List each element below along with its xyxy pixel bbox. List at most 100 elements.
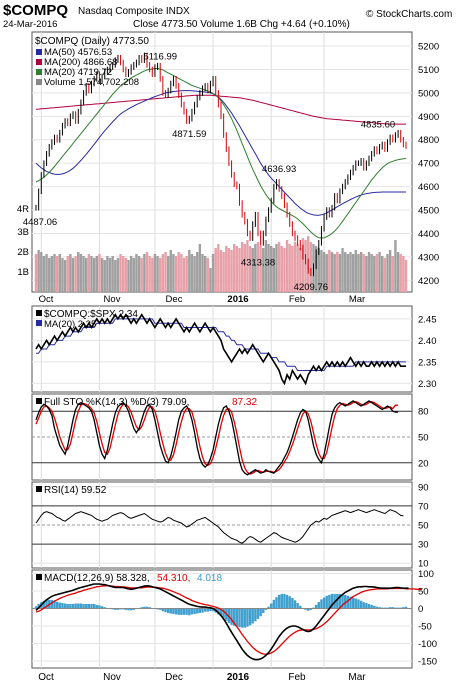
macd-histogram-bar	[307, 608, 310, 611]
macd-histogram-bar	[346, 595, 350, 609]
macd-histogram-bar	[169, 608, 172, 614]
macd-histogram-bar	[267, 606, 270, 609]
macd-histogram-bar	[180, 608, 183, 615]
volume-bar	[365, 256, 368, 292]
macd-histogram-bar	[259, 608, 262, 617]
volume-bar	[317, 248, 320, 292]
volume-bar	[233, 244, 236, 292]
macd-histogram-bar	[391, 607, 394, 609]
macd-histogram-bar	[243, 608, 246, 628]
volume-bar	[296, 244, 299, 292]
macd-histogram-bar	[235, 608, 239, 627]
macd-signal-value: 54.310,	[157, 573, 190, 584]
volume-bar	[367, 252, 371, 292]
volume-bar	[124, 258, 128, 292]
volume-bar	[272, 248, 276, 292]
volume-bar	[45, 254, 48, 292]
macd-histogram-bar	[351, 597, 355, 609]
macd-histogram-bar	[388, 607, 392, 609]
price-y-tick-label: 4700	[418, 159, 439, 170]
volume-bar	[37, 250, 40, 292]
volume-bar	[288, 244, 291, 292]
volume-bar	[301, 238, 305, 292]
price-panel-title: $COMPQ (Daily) 4773.50	[35, 36, 149, 47]
macd-histogram-bar	[222, 608, 225, 619]
price-annotation: 5116.99	[143, 51, 177, 62]
volume-bar	[169, 250, 172, 292]
macd-histogram-bar	[230, 608, 233, 625]
volume-bar	[66, 256, 69, 292]
macd-histogram-bar	[206, 608, 209, 612]
volume-bar	[177, 252, 180, 292]
price-y-tick-label: 4900	[418, 112, 439, 123]
volume-bar	[172, 254, 175, 292]
macd-histogram-bar	[90, 603, 93, 609]
macd-histogram-bar	[129, 608, 133, 611]
macd-histogram-bar	[42, 600, 46, 609]
macd-hist-value: 4.018	[197, 573, 222, 584]
volume-bar	[34, 254, 38, 292]
ratio-y-tick-label: 2.40	[418, 336, 437, 347]
macd-histogram-bar	[85, 603, 88, 609]
volume-bar	[359, 252, 363, 292]
legend-swatch	[36, 574, 42, 580]
volume-bar	[330, 252, 334, 292]
macd-histogram-bar	[299, 605, 302, 609]
volume-bar	[211, 254, 215, 292]
macd-y-tick-label: -100	[418, 639, 437, 650]
price-annotation: 4636.93	[262, 164, 296, 175]
price-x-label: Nov	[104, 294, 121, 305]
volume-bar	[61, 258, 64, 292]
macd-histogram-bar	[275, 597, 278, 609]
macd-histogram-bar	[280, 593, 283, 609]
macd-histogram-bar	[103, 607, 106, 609]
macd-histogram-bar	[336, 593, 339, 609]
volume-bar	[198, 244, 202, 292]
volume-bar	[238, 248, 241, 292]
macd-histogram-bar	[61, 603, 64, 609]
volume-bar	[285, 240, 289, 292]
macd-histogram-bar	[370, 604, 373, 609]
volume-bar	[388, 250, 392, 292]
price-x-label: Mar	[349, 294, 365, 305]
macd-histogram-bar	[100, 606, 104, 609]
macd-histogram-bar	[254, 608, 257, 622]
macd-histogram-bar	[188, 608, 191, 616]
price-annotation: 4313.38	[241, 258, 275, 269]
volume-bar	[381, 256, 384, 292]
macd-histogram-bar	[211, 608, 215, 612]
volume-bar	[362, 254, 365, 292]
volume-bar	[240, 242, 244, 292]
legend-swatch	[36, 69, 42, 75]
volume-bar	[106, 256, 109, 292]
volume-bar	[203, 256, 207, 292]
volume-bar	[48, 258, 51, 292]
macd-signal-line	[35, 585, 422, 656]
volume-bar	[322, 252, 326, 292]
volume-bar	[209, 268, 212, 292]
macd-histogram-bar	[63, 603, 67, 609]
macd-histogram-bar	[177, 608, 180, 615]
price-y-tick-label: 4500	[418, 206, 439, 217]
stoch-y-tick-label: 80	[418, 407, 429, 418]
stoch-y-tick-label: 20	[418, 458, 429, 469]
volume-bar	[373, 256, 376, 292]
volume-bar	[217, 244, 220, 292]
rsi-y-tick-label: 50	[418, 521, 429, 532]
volume-bar	[87, 254, 91, 292]
volume-bar	[219, 250, 223, 292]
volume-bar	[354, 250, 357, 292]
volume-bar	[399, 254, 402, 292]
macd-histogram-bar	[55, 601, 59, 609]
macd-histogram-bar	[357, 599, 360, 609]
macd-y-tick-label: -50	[418, 622, 432, 633]
volume-bar	[338, 254, 342, 292]
macd-histogram-bar	[53, 600, 56, 609]
macd-histogram-bar	[285, 594, 289, 609]
volume-bar	[201, 254, 204, 292]
macd-histogram-bar	[359, 600, 363, 609]
rsi-line	[35, 509, 404, 544]
volume-bar	[153, 254, 157, 292]
volume-bar	[132, 258, 135, 292]
volume-bar	[351, 254, 355, 292]
